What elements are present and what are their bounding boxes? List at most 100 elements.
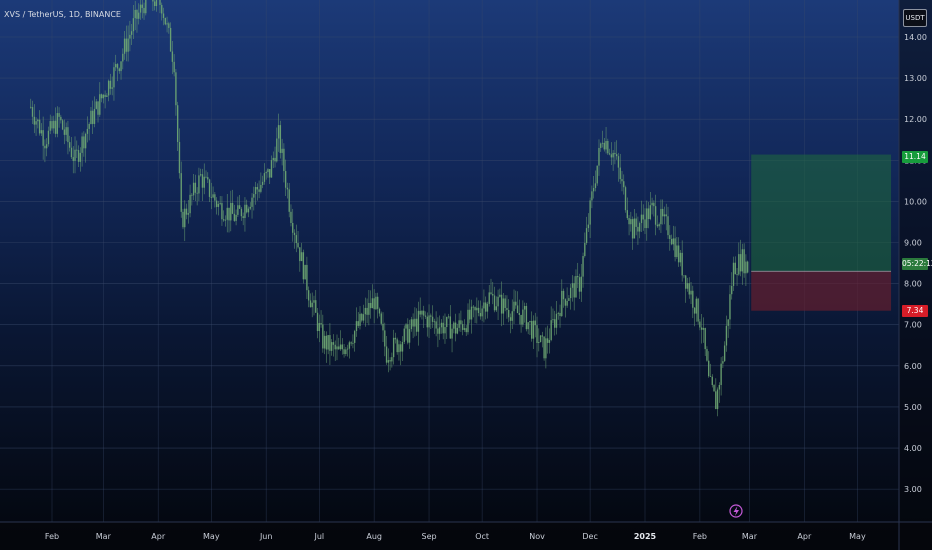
- candle: [290, 204, 292, 227]
- candle: [515, 290, 517, 309]
- candle: [612, 150, 614, 171]
- candle: [592, 176, 595, 199]
- candle: [437, 317, 439, 348]
- time-axis-panel[interactable]: [0, 522, 932, 550]
- candle: [180, 161, 182, 218]
- price-tick-label: 3.00: [904, 485, 922, 494]
- candle: [306, 256, 308, 299]
- candle: [669, 225, 671, 251]
- candle: [608, 148, 611, 156]
- candle: [116, 62, 119, 82]
- candle: [647, 201, 650, 229]
- candle: [168, 21, 170, 34]
- candle: [401, 336, 404, 362]
- time-tick-label: Aug: [366, 532, 382, 541]
- candle: [341, 338, 344, 355]
- candle: [166, 16, 168, 33]
- candle: [207, 172, 209, 184]
- candle: [674, 226, 676, 262]
- candle: [460, 310, 462, 332]
- candle: [626, 197, 628, 220]
- candle: [428, 304, 430, 338]
- candle: [398, 340, 400, 361]
- candle: [525, 302, 528, 332]
- target-zone[interactable]: [751, 154, 892, 272]
- candle: [58, 107, 60, 128]
- candle: [384, 322, 386, 357]
- candle: [520, 314, 522, 333]
- symbol-label[interactable]: XVS / TetherUS, 1D, BINANCE: [4, 10, 121, 19]
- candle: [366, 298, 368, 324]
- candle: [269, 169, 271, 184]
- candle: [396, 337, 398, 355]
- candle: [734, 256, 736, 275]
- candle: [357, 312, 359, 329]
- candle: [350, 341, 352, 346]
- candle: [738, 242, 740, 276]
- candle: [550, 306, 552, 342]
- long-position-tool[interactable]: [751, 154, 892, 311]
- candle: [451, 324, 453, 353]
- candle: [83, 131, 85, 157]
- candle: [175, 68, 177, 116]
- time-tick-label: Apr: [797, 532, 812, 541]
- candle: [115, 54, 117, 72]
- candle: [483, 289, 485, 323]
- candle: [203, 163, 205, 195]
- candle: [500, 281, 503, 327]
- stop-zone[interactable]: [751, 271, 892, 311]
- candle: [162, 7, 165, 26]
- candle: [708, 351, 710, 378]
- candle: [529, 320, 531, 335]
- candle: [453, 321, 455, 334]
- candle: [681, 240, 683, 282]
- candle: [107, 79, 110, 102]
- candle: [375, 292, 377, 311]
- candle: [109, 73, 112, 95]
- candle: [568, 295, 570, 302]
- event-marker-circle[interactable]: [729, 504, 743, 518]
- candle: [389, 357, 391, 371]
- candle: [412, 313, 414, 339]
- candle: [654, 194, 657, 236]
- candle: [477, 300, 480, 317]
- candle: [472, 304, 474, 318]
- candle: [311, 292, 313, 318]
- candle: [263, 163, 266, 185]
- candle: [587, 213, 590, 233]
- candle: [368, 289, 370, 326]
- candle: [93, 96, 96, 128]
- candle: [99, 82, 101, 117]
- candle: [727, 319, 729, 338]
- candle: [571, 275, 574, 302]
- candle: [499, 288, 501, 298]
- candle: [713, 384, 715, 392]
- candle: [516, 291, 519, 314]
- event-marker[interactable]: [729, 504, 743, 518]
- price-axis-panel[interactable]: [899, 0, 932, 550]
- candle: [596, 165, 598, 186]
- candle: [591, 185, 593, 209]
- candle: [640, 200, 643, 232]
- candle: [444, 313, 446, 344]
- candle: [38, 110, 41, 136]
- currency-badge[interactable]: USDT: [903, 9, 927, 27]
- candle: [541, 331, 544, 348]
- candle: [522, 300, 524, 328]
- candle: [523, 302, 526, 323]
- candle: [196, 187, 198, 206]
- candle: [600, 142, 602, 152]
- candle: [60, 114, 62, 124]
- current-price-countdown-tag: 05:22:12: [902, 258, 932, 270]
- candle: [426, 312, 428, 337]
- candle: [199, 168, 202, 177]
- candle: [217, 200, 220, 216]
- candle: [442, 315, 444, 340]
- candle: [330, 339, 333, 356]
- candle: [65, 122, 67, 142]
- candle: [292, 208, 294, 242]
- candle: [70, 137, 73, 160]
- candle: [414, 307, 416, 337]
- candle: [212, 186, 214, 199]
